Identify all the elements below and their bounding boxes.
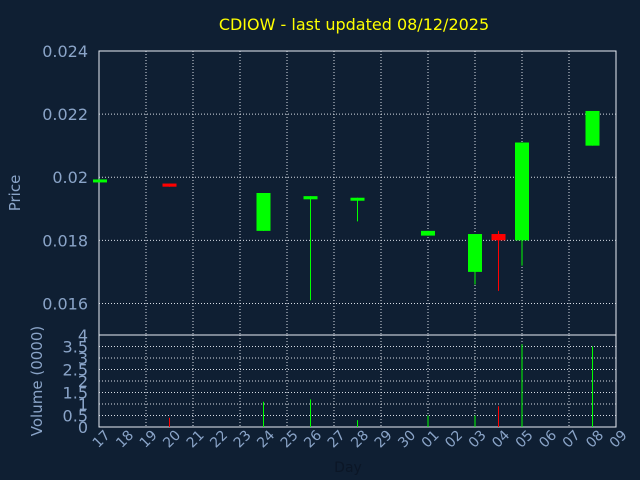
x-tick-label: 25 bbox=[278, 427, 302, 451]
x-tick-label: 02 bbox=[442, 427, 466, 451]
x-tick-label: 08 bbox=[583, 427, 607, 451]
volume-tick-label: 1 bbox=[78, 395, 88, 414]
x-tick-label: 09 bbox=[607, 427, 631, 451]
x-tick-label: 03 bbox=[466, 427, 490, 451]
candle-down bbox=[162, 183, 177, 187]
volume-tick-label: 2 bbox=[78, 372, 88, 391]
x-tick-label: 28 bbox=[348, 427, 372, 451]
volume-bars bbox=[169, 344, 593, 427]
price-tick-label: 0.018 bbox=[42, 231, 88, 250]
volume-tick-label: 1.5 bbox=[63, 384, 88, 403]
volume-tick-label: 3.5 bbox=[63, 338, 88, 357]
candle-up bbox=[585, 110, 600, 146]
candle-up bbox=[93, 179, 107, 183]
price-axis-label: Price bbox=[6, 175, 24, 212]
candle-up bbox=[303, 196, 318, 200]
x-tick-label: 21 bbox=[184, 427, 208, 451]
x-tick-label: 22 bbox=[207, 427, 231, 451]
price-tick-label: 0.022 bbox=[42, 105, 88, 124]
candle-down bbox=[491, 234, 506, 241]
volume-axis-label: Volume (0000) bbox=[28, 326, 46, 436]
price-gridlines bbox=[99, 51, 616, 335]
x-tick-label: 30 bbox=[395, 427, 419, 451]
candle-up bbox=[421, 230, 435, 236]
volume-gridlines bbox=[99, 335, 616, 427]
candle-up bbox=[468, 234, 482, 272]
x-axis-ticks: 17 18 19 20 21 22 23 24 25 26 27 28 29 30 01 02 03 04 05 06… bbox=[90, 427, 631, 451]
x-tick-label: 05 bbox=[513, 427, 537, 451]
volume-y-axis-ticks: 43.532.521.510.50 bbox=[63, 326, 88, 437]
x-tick-label: 20 bbox=[160, 427, 184, 451]
x-tick-label: 26 bbox=[301, 427, 325, 451]
x-tick-label: 07 bbox=[560, 427, 584, 451]
price-y-axis-ticks: 0.024 0.022 0.02 0.018 0.016 bbox=[42, 42, 88, 313]
x-tick-label: 23 bbox=[231, 427, 255, 451]
x-tick-label: 18 bbox=[113, 427, 137, 451]
x-tick-label: 29 bbox=[372, 427, 396, 451]
candles bbox=[93, 110, 600, 301]
candle-up bbox=[256, 193, 271, 231]
volume-tick-label: 0 bbox=[78, 418, 88, 437]
x-tick-label: 19 bbox=[137, 427, 161, 451]
price-tick-label: 0.02 bbox=[52, 168, 88, 187]
volume-tick-label: 4 bbox=[78, 326, 88, 345]
x-tick-label: 24 bbox=[254, 427, 278, 451]
price-tick-label: 0.024 bbox=[42, 42, 88, 61]
chart-title: CDIOW - last updated 08/12/2025 bbox=[219, 15, 489, 34]
volume-tick-label: 0.5 bbox=[63, 407, 88, 426]
volume-tick-label: 3 bbox=[78, 349, 88, 368]
x-tick-label: 06 bbox=[536, 427, 560, 451]
volume-tick-label: 2.5 bbox=[63, 361, 88, 380]
x-axis-label: Day bbox=[334, 460, 362, 476]
x-tick-label: 17 bbox=[90, 427, 114, 451]
candle-up bbox=[515, 142, 529, 241]
x-tick-label: 01 bbox=[419, 427, 443, 451]
price-plot-area bbox=[98, 50, 617, 336]
x-tick-label: 04 bbox=[489, 427, 513, 451]
candle-up bbox=[350, 197, 365, 201]
price-tick-label: 0.016 bbox=[42, 294, 88, 313]
x-tick-label: 27 bbox=[325, 427, 349, 451]
